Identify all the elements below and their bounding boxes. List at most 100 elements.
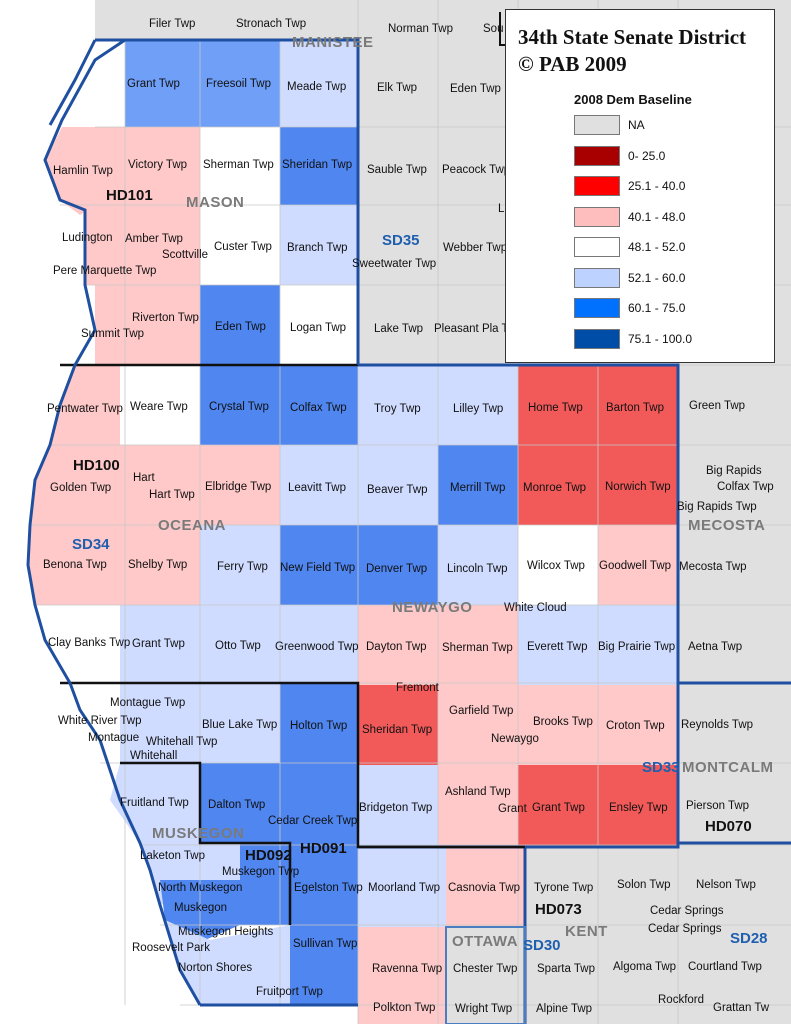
township-label: Sauble Twp xyxy=(367,164,427,176)
township-label: Golden Twp xyxy=(50,482,111,494)
township-label: Cedar Springs xyxy=(648,923,722,935)
county-label: MECOSTA xyxy=(688,517,765,534)
legend-swatch xyxy=(574,298,620,318)
legend-swatch xyxy=(574,237,620,257)
township-label: Colfax Twp xyxy=(717,481,774,493)
county-label: MUSKEGON xyxy=(152,825,244,842)
township-label: Eden Twp xyxy=(450,83,501,95)
county-label: MONTCALM xyxy=(682,759,773,776)
township-label: Meade Twp xyxy=(287,81,346,93)
township-label: Custer Twp xyxy=(214,241,272,253)
township-label: Ludington xyxy=(62,232,113,244)
township-label: Algoma Twp xyxy=(613,961,676,973)
township-label: Sherman Twp xyxy=(203,159,274,171)
legend-swatch xyxy=(574,145,620,166)
county-label: MASON xyxy=(186,194,244,211)
legend-swatch xyxy=(574,206,620,227)
township-label: Victory Twp xyxy=(128,159,187,171)
township-label: Hart Twp xyxy=(149,489,195,501)
township-label: Garfield Twp xyxy=(449,705,513,717)
township-label: Grant xyxy=(498,803,528,815)
township-label: Laketon Twp xyxy=(140,850,205,862)
township-label: Roosevelt Park xyxy=(132,942,210,954)
township-label: Mecosta Twp xyxy=(679,561,747,573)
county-labels: MANISTEE MASON OCEANA NEWAYGO MECOSTA MO… xyxy=(152,34,773,950)
township-label: Troy Twp xyxy=(374,403,421,415)
township-label: Hamlin Twp xyxy=(53,165,113,177)
township-label: Denver Twp xyxy=(366,563,427,575)
township-label: Courtland Twp xyxy=(688,961,762,973)
township-label: Eden Twp xyxy=(215,321,266,333)
township-label: Benona Twp xyxy=(43,559,107,571)
house-district-label: HD070 xyxy=(705,818,752,835)
house-district-label: HD101 xyxy=(106,187,153,204)
legend-label: 40.1 - 48.0 xyxy=(628,209,686,224)
county-label: MANISTEE xyxy=(292,34,374,51)
township-label: White River Twp xyxy=(58,715,142,727)
township-label: Reynolds Twp xyxy=(681,719,753,731)
township-label: Fruitland Twp xyxy=(120,797,189,809)
legend-label: 52.1 - 60.0 xyxy=(628,270,686,285)
township-label: Cedar Creek Twp xyxy=(268,815,357,827)
legend-swatch xyxy=(574,176,620,196)
legend-label: 60.1 - 75.0 xyxy=(628,301,686,315)
township-label: Egelston Twp xyxy=(294,882,363,894)
township-labels: Filer Twp Stronach Twp Norman Twp Sou Grant … xyxy=(43,18,774,1015)
township-label: Rockford xyxy=(658,994,704,1006)
township-label: Otto Twp xyxy=(215,640,261,652)
township-label: Barton Twp xyxy=(606,402,664,414)
township-label: Tyrone Twp xyxy=(534,882,593,894)
township-label: Branch Twp xyxy=(287,242,348,254)
senate-district-label: SD34 xyxy=(72,536,110,553)
township-label: Fremont xyxy=(396,682,440,694)
township-label: Pleasant Pla Tw xyxy=(434,323,517,335)
township-label: Everett Twp xyxy=(527,641,588,653)
township-label: Sou xyxy=(483,23,503,35)
township-label: Blue Lake Twp xyxy=(202,719,277,731)
senate-district-label: SD30 xyxy=(523,937,561,954)
township-grid xyxy=(30,0,791,1024)
township-label: Leavitt Twp xyxy=(288,482,346,494)
township-label: Lincoln Twp xyxy=(447,563,508,575)
township-label: Freesoil Twp xyxy=(206,78,271,90)
township-label: Croton Twp xyxy=(606,720,665,732)
township-label: Ashland Twp xyxy=(445,786,511,798)
senate-district-label: SD35 xyxy=(382,232,420,249)
township-label: Summit Twp xyxy=(81,328,144,340)
senate-district-label: SD33 xyxy=(642,759,680,776)
township-label: Amber Twp xyxy=(125,233,183,245)
township-label: Nelson Twp xyxy=(696,879,756,891)
legend-swatch xyxy=(574,328,620,349)
township-label: Bridgeton Twp xyxy=(359,802,432,814)
legend-label: 48.1 - 52.0 xyxy=(628,240,686,254)
township-label: Scottville xyxy=(162,249,208,261)
legend: 34th State Senate District © PAB 2009 20… xyxy=(505,9,775,363)
township-label: Sweetwater Twp xyxy=(352,258,436,270)
township-label: Green Twp xyxy=(689,400,745,412)
coastline xyxy=(26,38,202,1006)
township-label: Home Twp xyxy=(528,402,583,414)
township-label: Whitehall Twp xyxy=(146,736,217,748)
township-label: Colfax Twp xyxy=(290,402,347,414)
township-label: Dalton Twp xyxy=(208,799,265,811)
township-label: Norman Twp xyxy=(388,23,453,35)
township-label: Lake Twp xyxy=(374,323,423,335)
township-cells xyxy=(28,40,678,1024)
house-district-label: HD092 xyxy=(245,847,292,864)
township-label: Monroe Twp xyxy=(523,482,586,494)
legend-label: NA xyxy=(628,118,645,132)
township-label: Merrill Twp xyxy=(450,482,505,494)
township-label: Norton Shores xyxy=(178,962,252,974)
township-label: Muskegon xyxy=(174,902,227,914)
township-label: Grattan Tw xyxy=(713,1002,770,1014)
house-district-label: HD091 xyxy=(300,840,347,857)
county-label: KENT xyxy=(565,923,608,940)
township-label: Aetna Twp xyxy=(688,641,742,653)
township-label: Grant Twp xyxy=(532,802,585,814)
legend-title: 34th State Senate District © PAB 2009 xyxy=(518,24,746,78)
legend-swatch xyxy=(574,267,620,288)
na-region-north xyxy=(95,0,358,40)
township-label: Sullivan Twp xyxy=(293,938,357,950)
township-label: Montague Twp xyxy=(110,697,185,709)
county-label: NEWAYGO xyxy=(392,599,472,616)
